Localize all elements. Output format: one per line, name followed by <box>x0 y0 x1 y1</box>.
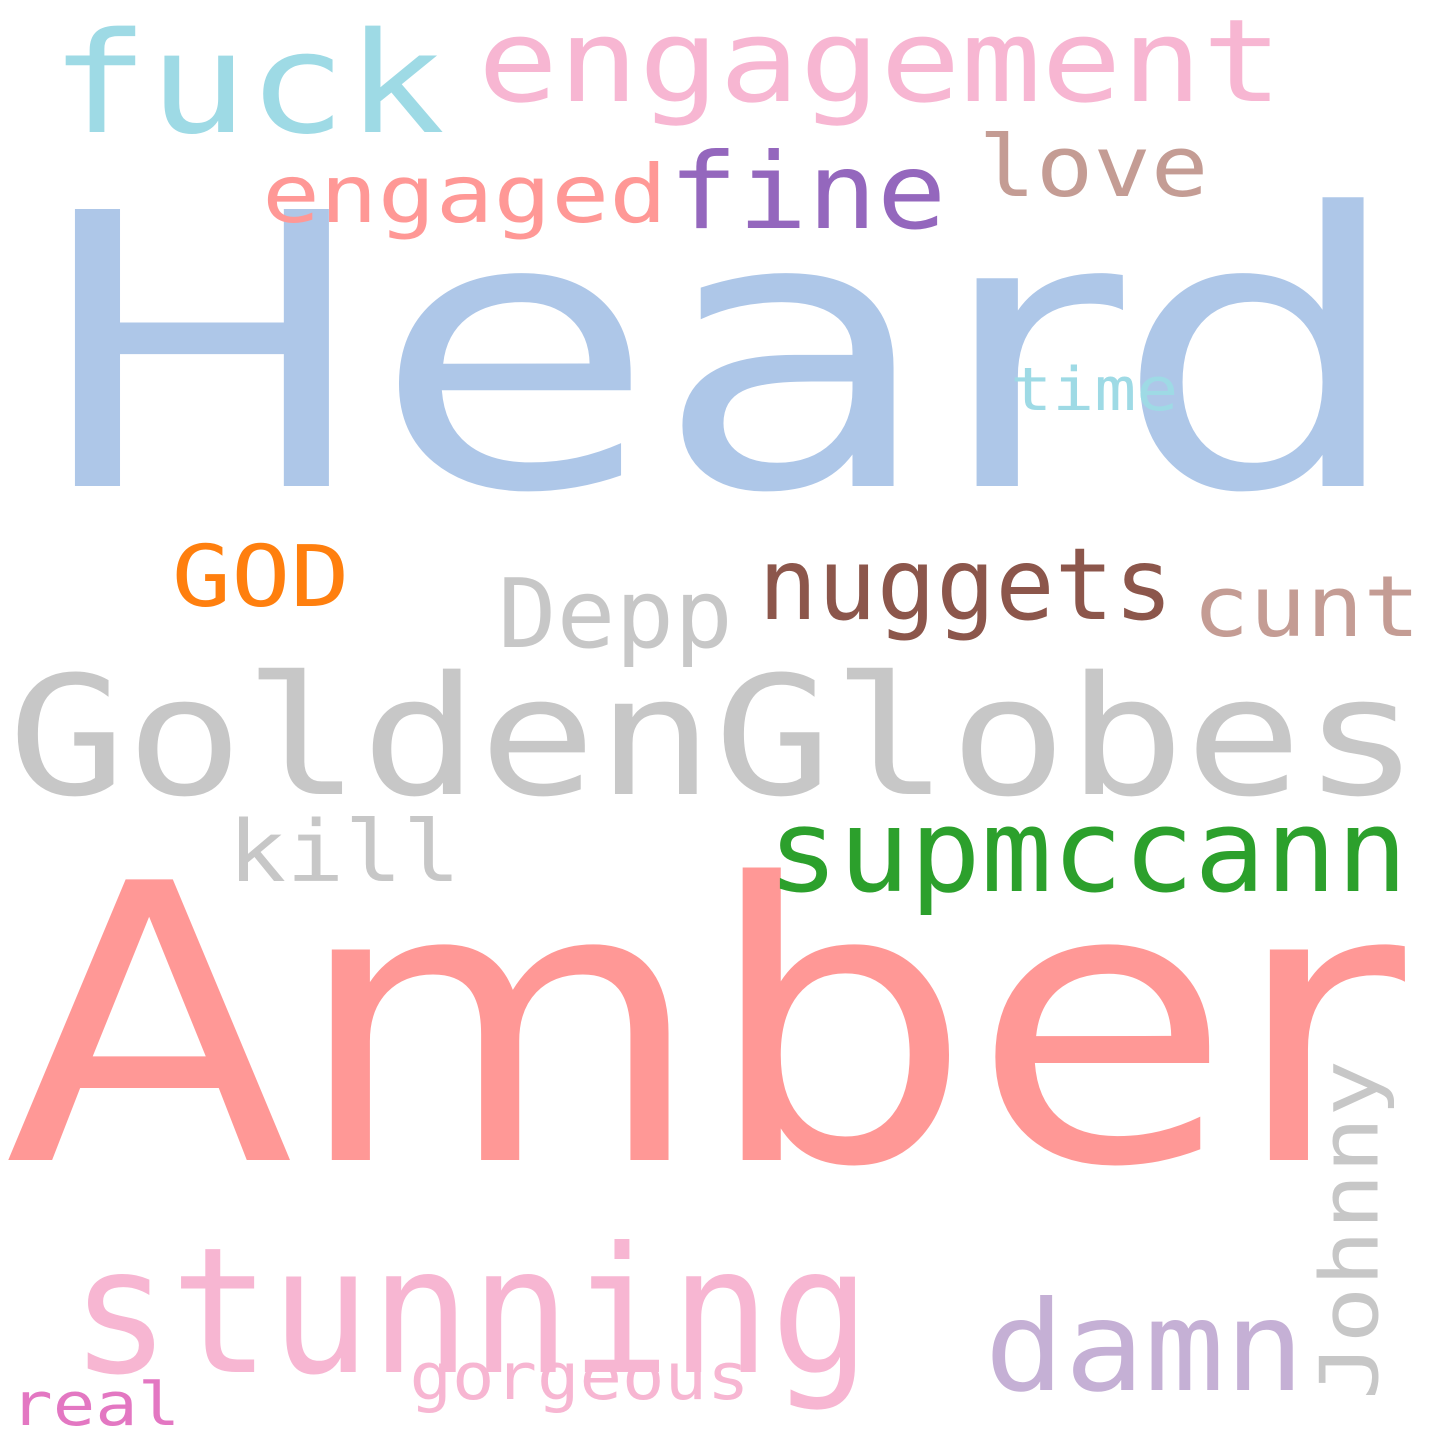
word-gorgeous: gorgeous <box>409 1340 750 1415</box>
word-amber: Amber <box>4 803 1405 1251</box>
word-engagement: engagement <box>477 0 1283 129</box>
word-heard: Heard <box>30 133 1405 576</box>
word-depp: Depp <box>498 560 733 670</box>
word-kill: kill <box>227 803 461 902</box>
word-fine: fine <box>668 131 946 253</box>
word-johnny: Johnny <box>1302 1060 1396 1400</box>
word-damn: damn <box>985 1275 1305 1420</box>
word-engaged: engaged <box>262 148 667 241</box>
word-god: GOD <box>172 528 350 627</box>
word-time: time <box>1010 355 1178 425</box>
word-nuggets: nuggets <box>758 526 1173 643</box>
word-stunning: stunning <box>70 1211 870 1414</box>
word-fuck: fuck <box>50 3 445 166</box>
word-cunt: cunt <box>1191 558 1420 657</box>
word-real: real <box>10 1370 180 1440</box>
word-supmccann: supmccann <box>768 785 1408 919</box>
word-goldenglobes: GoldenGlobes <box>8 641 1420 833</box>
word-love: love <box>977 118 1208 217</box>
